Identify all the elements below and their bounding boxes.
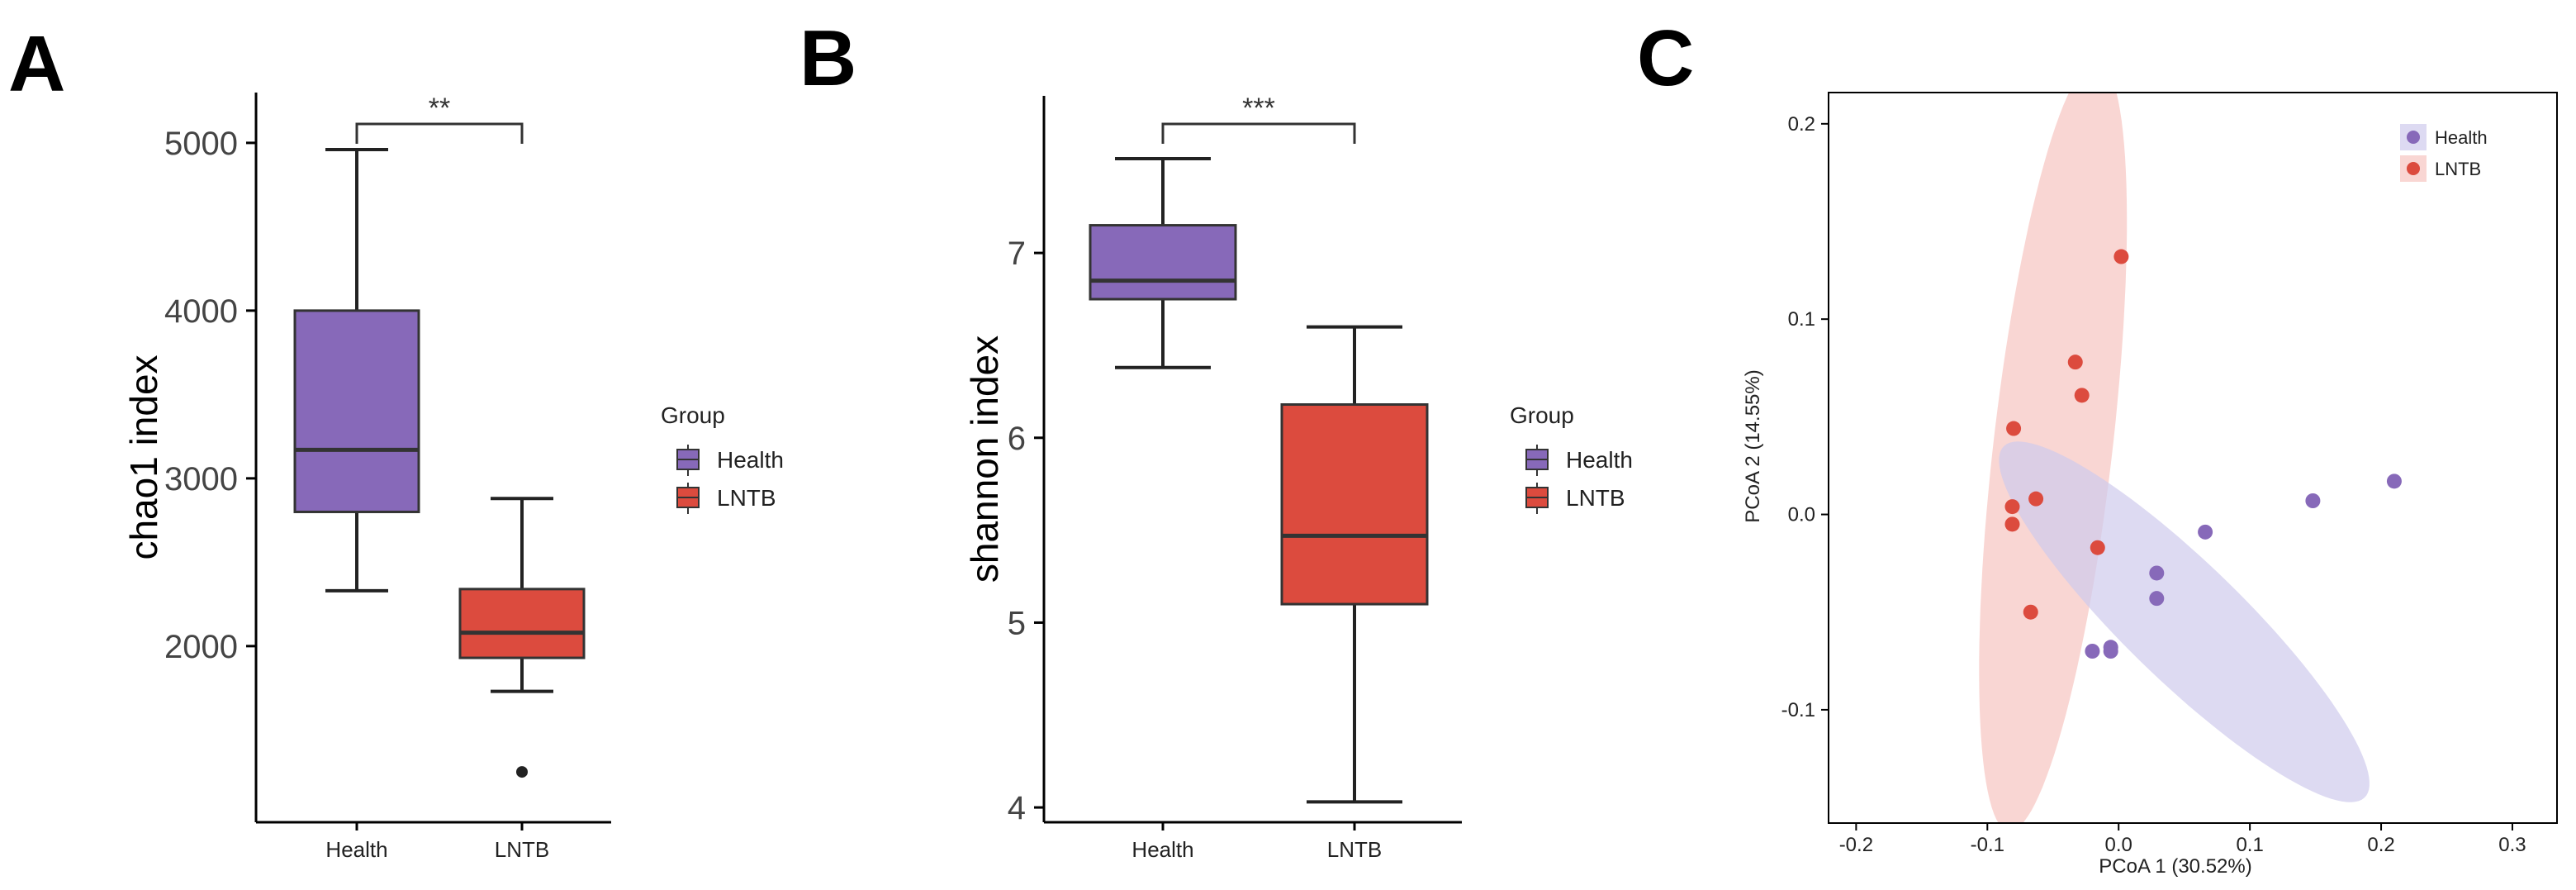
x-axis-label: PCoA 1 (30.52%)	[2099, 855, 2251, 878]
point-health	[2149, 591, 2165, 607]
y-axis-label: chao1 index	[122, 355, 165, 559]
point-health	[2149, 565, 2165, 581]
y-tick-label: -0.1	[1781, 699, 1815, 721]
y-tick-label: 5	[1008, 605, 1026, 641]
legend-key-health	[2407, 131, 2420, 144]
x-tick-label: 0.1	[2236, 834, 2263, 856]
box-health	[293, 309, 420, 513]
x-tick-label: 0.0	[2105, 834, 2132, 856]
legend-label-lntb: LNTB	[717, 485, 776, 511]
point-lntb	[2023, 604, 2038, 620]
panel-letter-b: B	[799, 14, 856, 102]
y-tick-label: 7	[1008, 236, 1026, 272]
x-tick-label: -0.2	[1839, 834, 1873, 856]
y-tick-label: 6	[1008, 421, 1026, 457]
point-health	[2198, 524, 2213, 540]
panel-letter-a: A	[8, 20, 65, 108]
x-tick-label: LNTB	[495, 837, 549, 862]
x-tick-label: 0.2	[2367, 834, 2394, 856]
significance-label: **	[429, 93, 450, 124]
point-health	[2103, 644, 2118, 659]
box-lntb	[1280, 403, 1429, 606]
panel-a-boxplot: 2000 3000 4000 5000 chao1 index Health LNTB ** G…	[122, 93, 784, 862]
significance-bracket	[1161, 122, 1356, 144]
legend-label-health: Health	[717, 447, 784, 473]
panel-letter-c: C	[1637, 14, 1694, 102]
box-lntb	[458, 588, 586, 659]
box-health	[1089, 224, 1237, 301]
x-tick-label: -0.1	[1971, 834, 2004, 856]
point-health	[2386, 474, 2402, 489]
confidence-ellipse-lntb	[1979, 93, 2128, 823]
point-lntb	[2028, 491, 2044, 507]
point-lntb	[2004, 516, 2020, 532]
point-lntb	[2006, 421, 2022, 436]
panel-b-boxplot: 4 5 6 7 shannon index Health LNTB *** Group Healt…	[963, 93, 1633, 862]
y-tick-label: 2000	[164, 629, 238, 665]
legend-title: Group	[661, 402, 725, 428]
confidence-ellipse-health	[1999, 441, 2370, 802]
legend-label-lntb: LNTB	[1566, 485, 1625, 511]
y-axis-label: shannon index	[963, 336, 1006, 583]
legend-title: Group	[1510, 402, 1574, 428]
point-lntb	[2113, 249, 2129, 264]
y-tick-label: 0.2	[1788, 113, 1815, 136]
outlier-point	[516, 766, 528, 778]
ellipse-layer	[1979, 93, 2370, 823]
significance-label: ***	[1242, 93, 1275, 124]
x-tick-label: Health	[1131, 837, 1193, 862]
y-tick-label: 5000	[164, 126, 238, 162]
x-tick-label: Health	[325, 837, 387, 862]
point-lntb	[2090, 540, 2105, 555]
point-lntb	[2004, 499, 2020, 515]
point-health	[2085, 644, 2100, 659]
y-tick-label: 0.1	[1788, 308, 1815, 331]
y-tick-label: 4000	[164, 293, 238, 330]
y-tick-label: 3000	[164, 461, 238, 497]
point-lntb	[2067, 355, 2083, 370]
y-axis-label: PCoA 2 (14.55%)	[1742, 369, 1764, 522]
significance-bracket	[355, 122, 524, 144]
legend-key-lntb	[2407, 162, 2420, 175]
plot-frame	[1828, 92, 2558, 824]
x-tick-label: LNTB	[1327, 837, 1382, 862]
panel-c-pcoa: -0.2 -0.1 0.0 0.1 0.2 0.3 -0.1 0.0 0.1 0.2 PCoA 1 …	[1742, 92, 2558, 878]
x-tick-label: 0.3	[2498, 834, 2526, 856]
legend-label-health: Health	[1566, 447, 1633, 473]
point-lntb	[2074, 388, 2090, 403]
legend-label-health: Health	[2435, 127, 2488, 148]
legend-label-lntb: LNTB	[2435, 159, 2481, 179]
y-tick-label: 0.0	[1788, 504, 1815, 526]
y-tick-label: 4	[1008, 790, 1026, 826]
point-health	[2305, 493, 2321, 508]
